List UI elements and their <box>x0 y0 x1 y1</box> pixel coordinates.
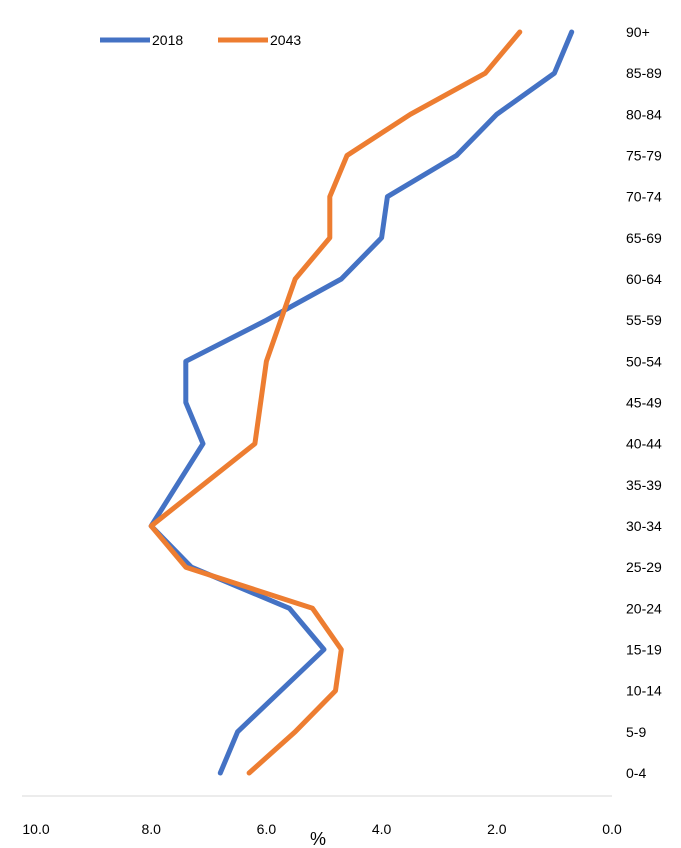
y-tick-label: 55-59 <box>626 312 662 328</box>
x-axis-title: % <box>310 829 326 848</box>
series-layer <box>148 29 575 776</box>
y-tick-labels: 0-4 5-9 10-14 15-19 20-24 25-29 30-34 35-39 40-4… <box>626 24 662 781</box>
series-line-2043 <box>148 29 523 776</box>
y-tick-label: 5-9 <box>626 724 646 740</box>
y-tick-label: 65-69 <box>626 230 662 246</box>
legend-label-2018: 2018 <box>152 32 183 48</box>
y-tick-label: 45-49 <box>626 395 662 411</box>
y-tick-label: 0-4 <box>626 765 646 781</box>
x-tick-label: 8.0 <box>141 821 161 837</box>
y-tick-label: 90+ <box>626 24 650 40</box>
series-line-2018 <box>148 29 575 776</box>
y-tick-label: 35-39 <box>626 477 662 493</box>
y-tick-label: 40-44 <box>626 436 662 452</box>
y-tick-label: 85-89 <box>626 65 662 81</box>
y-tick-label: 60-64 <box>626 271 662 287</box>
y-tick-label: 30-34 <box>626 518 662 534</box>
y-tick-label: 20-24 <box>626 600 662 616</box>
y-tick-label: 10-14 <box>626 683 662 699</box>
legend: 2018 2043 <box>100 32 301 48</box>
y-tick-label: 75-79 <box>626 148 662 164</box>
y-tick-label: 15-19 <box>626 642 662 658</box>
x-tick-label: 10.0 <box>22 821 49 837</box>
x-tick-label: 6.0 <box>257 821 277 837</box>
y-tick-label: 70-74 <box>626 189 662 205</box>
x-tick-labels: 10.0 8.0 6.0 4.0 2.0 0.0 <box>22 821 622 837</box>
legend-label-2043: 2043 <box>270 32 301 48</box>
y-tick-label: 50-54 <box>626 353 662 369</box>
x-tick-label: 2.0 <box>487 821 507 837</box>
x-tick-label: 0.0 <box>602 821 622 837</box>
y-tick-label: 80-84 <box>626 106 662 122</box>
x-tick-label: 4.0 <box>372 821 392 837</box>
y-tick-label: 25-29 <box>626 559 662 575</box>
